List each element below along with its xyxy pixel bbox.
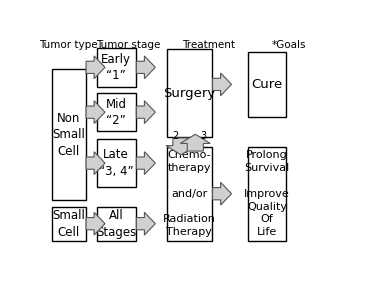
FancyBboxPatch shape bbox=[248, 147, 286, 241]
Text: Small
Cell: Small Cell bbox=[52, 209, 85, 239]
Polygon shape bbox=[180, 134, 210, 151]
Text: Prolong
Survival

Improve
Quality
Of
Life: Prolong Survival Improve Quality Of Life bbox=[244, 150, 290, 237]
Text: Tumor type: Tumor type bbox=[39, 40, 97, 50]
FancyBboxPatch shape bbox=[167, 147, 212, 241]
Polygon shape bbox=[213, 182, 232, 205]
Text: 3: 3 bbox=[200, 131, 206, 141]
Polygon shape bbox=[86, 56, 105, 79]
Polygon shape bbox=[137, 101, 155, 124]
Text: 2: 2 bbox=[172, 131, 178, 141]
Text: *Goals: *Goals bbox=[272, 40, 306, 50]
Polygon shape bbox=[137, 56, 155, 79]
Text: All
Stages: All Stages bbox=[96, 209, 136, 239]
FancyBboxPatch shape bbox=[97, 48, 135, 87]
Polygon shape bbox=[86, 152, 105, 174]
Text: Late
“3, 4”: Late “3, 4” bbox=[99, 148, 134, 178]
FancyBboxPatch shape bbox=[248, 52, 286, 117]
FancyBboxPatch shape bbox=[97, 93, 135, 131]
Polygon shape bbox=[137, 212, 155, 235]
Polygon shape bbox=[166, 138, 196, 155]
FancyBboxPatch shape bbox=[52, 69, 86, 200]
Text: Early
“1”: Early “1” bbox=[101, 53, 131, 82]
Polygon shape bbox=[213, 73, 232, 96]
FancyBboxPatch shape bbox=[97, 207, 135, 241]
Text: Tumor stage: Tumor stage bbox=[96, 40, 161, 50]
Polygon shape bbox=[86, 101, 105, 124]
FancyBboxPatch shape bbox=[52, 207, 86, 241]
Text: Mid
“2”: Mid “2” bbox=[106, 97, 127, 127]
Text: Treatment: Treatment bbox=[182, 40, 235, 50]
Text: Surgery: Surgery bbox=[163, 87, 216, 100]
Polygon shape bbox=[137, 152, 155, 174]
FancyBboxPatch shape bbox=[97, 139, 135, 187]
Text: Cure: Cure bbox=[252, 78, 283, 91]
Text: Chemo-
therapy

and/or

Radiation
Therapy: Chemo- therapy and/or Radiation Therapy bbox=[163, 150, 216, 237]
Text: Non
Small
Cell: Non Small Cell bbox=[52, 112, 85, 158]
FancyBboxPatch shape bbox=[167, 49, 212, 137]
Polygon shape bbox=[86, 212, 105, 235]
